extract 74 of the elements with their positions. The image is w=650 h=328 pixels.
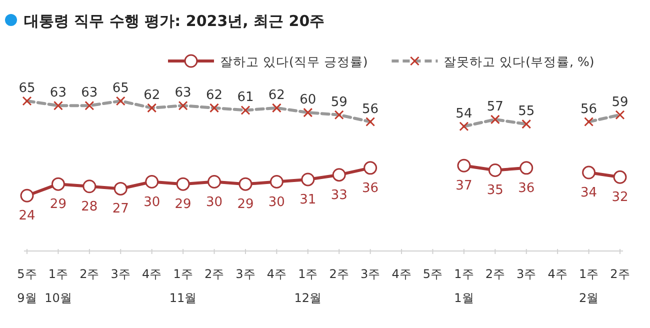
x-tick-label: 2주 — [329, 267, 349, 281]
data-label: 55 — [518, 104, 535, 120]
legend-label: 잘못하고 있다(부정률, %) — [444, 54, 594, 69]
data-label: 62 — [206, 88, 223, 103]
point — [82, 180, 96, 194]
point — [301, 172, 315, 186]
legend-label: 잘하고 있다(직무 긍정률) — [220, 54, 368, 69]
data-label: 65 — [18, 81, 36, 96]
x-tick-label: 3주 — [516, 267, 536, 281]
data-label: 62 — [268, 88, 285, 103]
data-label: 35 — [486, 183, 504, 198]
x-tick-label: 1주 11월 — [169, 267, 197, 305]
data-label: 29 — [174, 197, 192, 212]
data-label: 56 — [580, 102, 598, 117]
data-label: 59 — [612, 94, 628, 110]
x-tick-label: 4주 — [392, 267, 412, 281]
data-label: 29 — [50, 197, 66, 212]
data-label: 60 — [300, 92, 316, 108]
data-label: 36 — [518, 180, 535, 196]
x-tick-label: 1주 2월 — [578, 267, 599, 305]
data-label: 65 — [112, 81, 129, 96]
data-label: 27 — [112, 202, 129, 217]
point — [208, 175, 222, 189]
x-tick-label: 4주 — [548, 267, 568, 281]
point — [364, 161, 378, 175]
x-tick-label: 1주 10월 — [44, 267, 72, 305]
x-tick-label: 1주 1월 — [454, 267, 474, 305]
data-label: 63 — [50, 86, 66, 101]
point — [238, 177, 252, 191]
x-tick-label: 2주 — [80, 267, 100, 281]
data-label: 57 — [486, 99, 504, 114]
point — [176, 177, 190, 191]
data-label: 59 — [330, 94, 348, 110]
x-tick-label: 4주 — [142, 267, 162, 281]
point — [457, 158, 471, 172]
data-label: 62 — [144, 88, 160, 103]
point — [145, 175, 159, 189]
chart-title: 대통령 직무 수행 평가: 2023년, 최근 20주 — [24, 12, 325, 30]
x-tick-label: 4주 — [266, 267, 287, 281]
data-label: 63 — [174, 86, 192, 101]
data-label: 37 — [456, 178, 472, 194]
x-tick-label: 2주 — [485, 267, 505, 281]
point — [51, 177, 65, 191]
x-tick-label: 1주 12월 — [294, 267, 322, 305]
data-label: 32 — [612, 190, 628, 206]
point — [582, 166, 596, 180]
data-label: 54 — [456, 106, 472, 122]
x-tick-label: 3주 — [236, 267, 256, 281]
data-label: 61 — [237, 90, 254, 106]
point — [520, 161, 534, 175]
x-tick-label: 3주 — [110, 267, 130, 281]
x-tick-label: 5주 — [422, 267, 443, 281]
data-label: 30 — [144, 194, 160, 210]
data-label: 29 — [237, 197, 254, 212]
data-label: 28 — [81, 199, 98, 214]
data-label: 36 — [362, 180, 379, 196]
x-tick-label: 3주 — [360, 267, 380, 281]
point — [20, 188, 34, 202]
x-tick-label: 2주 — [610, 267, 630, 281]
data-label: 56 — [362, 102, 379, 117]
data-label: 34 — [580, 186, 598, 201]
x-tick-label: 5주 9월 — [17, 267, 37, 305]
point — [613, 170, 627, 184]
x-tick-label: 2주 — [204, 267, 224, 281]
point — [114, 182, 128, 196]
data-label: 30 — [206, 194, 223, 210]
data-label: 63 — [81, 86, 98, 101]
point — [488, 163, 502, 177]
data-label: 24 — [18, 208, 36, 224]
data-label: 33 — [330, 188, 348, 203]
point — [270, 175, 284, 189]
data-label: 31 — [300, 192, 316, 208]
point — [332, 168, 346, 182]
data-label: 30 — [268, 194, 285, 210]
